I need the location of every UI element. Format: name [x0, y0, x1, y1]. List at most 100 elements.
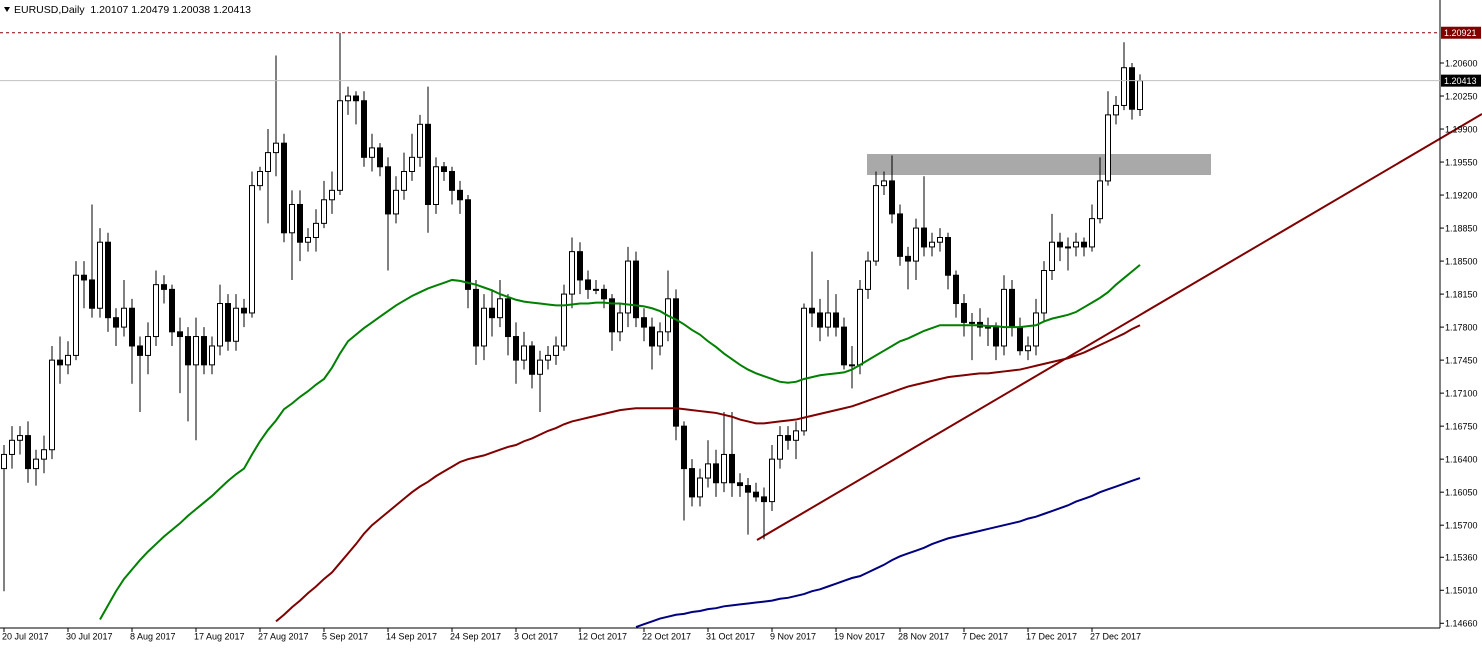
candle-body: [1089, 218, 1095, 248]
candle-body: [681, 425, 687, 470]
candle-body: [25, 435, 31, 470]
candle-body: [369, 147, 375, 158]
x-tick-label: 27 Dec 2017: [1090, 631, 1141, 641]
candle-body: [1041, 270, 1047, 314]
candle-body: [153, 284, 159, 338]
candle-body: [857, 288, 863, 366]
candle-body: [1081, 241, 1087, 248]
candle-body: [537, 359, 543, 375]
candle-body: [745, 485, 751, 493]
candle-body: [265, 152, 271, 172]
candle-body: [457, 189, 463, 201]
y-tick-label: 1.15010: [1445, 586, 1478, 596]
candle-body: [473, 288, 479, 347]
candle-body: [297, 203, 303, 243]
candle-body: [625, 260, 631, 314]
y-tick-label: 1.15360: [1445, 553, 1478, 563]
x-tick-label: 19 Nov 2017: [834, 631, 885, 641]
x-tick-label: 27 Aug 2017: [258, 631, 309, 641]
candle-body: [577, 251, 583, 281]
candle-body: [697, 477, 703, 498]
candle-body: [1057, 241, 1063, 248]
candle-body: [729, 453, 735, 484]
candle-body: [249, 185, 255, 314]
candle-body: [777, 435, 783, 460]
candle-body: [561, 293, 567, 347]
candle-body: [1, 453, 7, 470]
candle-body: [313, 222, 319, 239]
candle-body: [521, 345, 527, 361]
candle-body: [361, 100, 367, 158]
x-tick-label: 20 Jul 2017: [2, 631, 49, 641]
candle-body: [129, 307, 135, 347]
candle-body: [393, 189, 399, 215]
y-tick-label: 1.16750: [1445, 422, 1478, 432]
candle-body: [825, 312, 831, 328]
candle-body: [329, 189, 335, 201]
candle-body: [641, 317, 647, 328]
x-tick-label: 8 Aug 2017: [130, 631, 176, 641]
x-tick-label: 9 Nov 2017: [770, 631, 816, 641]
candle-body: [433, 166, 439, 205]
plot-area: [1, 32, 1143, 628]
candle-body: [593, 288, 599, 291]
candle-body: [1017, 326, 1023, 352]
candle-body: [89, 279, 95, 309]
price-label-box: [1441, 26, 1481, 39]
y-tick-label: 1.18500: [1445, 256, 1478, 266]
candle-body: [1065, 246, 1071, 249]
candle-body: [1025, 345, 1031, 352]
candle-body: [417, 123, 423, 158]
candle-body: [617, 312, 623, 333]
candle-body: [465, 199, 471, 290]
candle-body: [1129, 67, 1135, 110]
candle-body: [81, 274, 87, 281]
candle-body: [937, 237, 943, 243]
candle-body: [193, 336, 199, 366]
candle-body: [689, 468, 695, 498]
candle-body: [993, 326, 999, 347]
candle-body: [57, 359, 63, 366]
candle-body: [945, 237, 951, 276]
moving-average: [635, 477, 1141, 628]
candle-body: [113, 317, 119, 328]
candle-body: [769, 458, 775, 503]
candle-body: [137, 345, 143, 356]
chart-title: EURUSD,Daily 1.20107 1.20479 1.20038 1.2…: [14, 4, 251, 16]
x-tick-label: 31 Oct 2017: [706, 631, 755, 641]
y-tick-label: 1.20250: [1445, 91, 1478, 101]
y-tick-label: 1.16400: [1445, 455, 1478, 465]
candle-body: [1105, 114, 1111, 182]
candle-body: [353, 95, 359, 102]
candle-body: [305, 237, 311, 243]
candle-body: [41, 449, 47, 460]
candle-body: [553, 345, 559, 356]
candle-body: [241, 307, 247, 314]
zone: [867, 154, 1211, 175]
y-tick-label: 1.19200: [1445, 190, 1478, 200]
x-tick-label: 5 Sep 2017: [322, 631, 368, 641]
candle-body: [161, 284, 167, 290]
candle-body: [849, 364, 855, 367]
price-label: 1.20413: [1444, 76, 1477, 86]
candle-body: [377, 147, 383, 168]
y-tick-label: 1.17800: [1445, 322, 1478, 332]
candle-body: [65, 354, 71, 366]
candle-body: [529, 345, 535, 375]
candle-body: [785, 435, 791, 441]
candle-body: [545, 354, 551, 361]
candle-body: [897, 213, 903, 257]
trend-line: [756, 113, 1482, 541]
candle-body: [753, 491, 759, 498]
candle-body: [449, 170, 455, 191]
candle-body: [513, 336, 519, 361]
y-tick-label: 1.20600: [1445, 58, 1478, 68]
candle-body: [881, 180, 887, 187]
x-tick-label: 7 Dec 2017: [962, 631, 1008, 641]
candle-body: [585, 279, 591, 290]
candle-body: [1073, 241, 1079, 248]
x-tick-label: 17 Aug 2017: [194, 631, 245, 641]
candle-body: [817, 312, 823, 328]
candle-body: [1033, 312, 1039, 347]
